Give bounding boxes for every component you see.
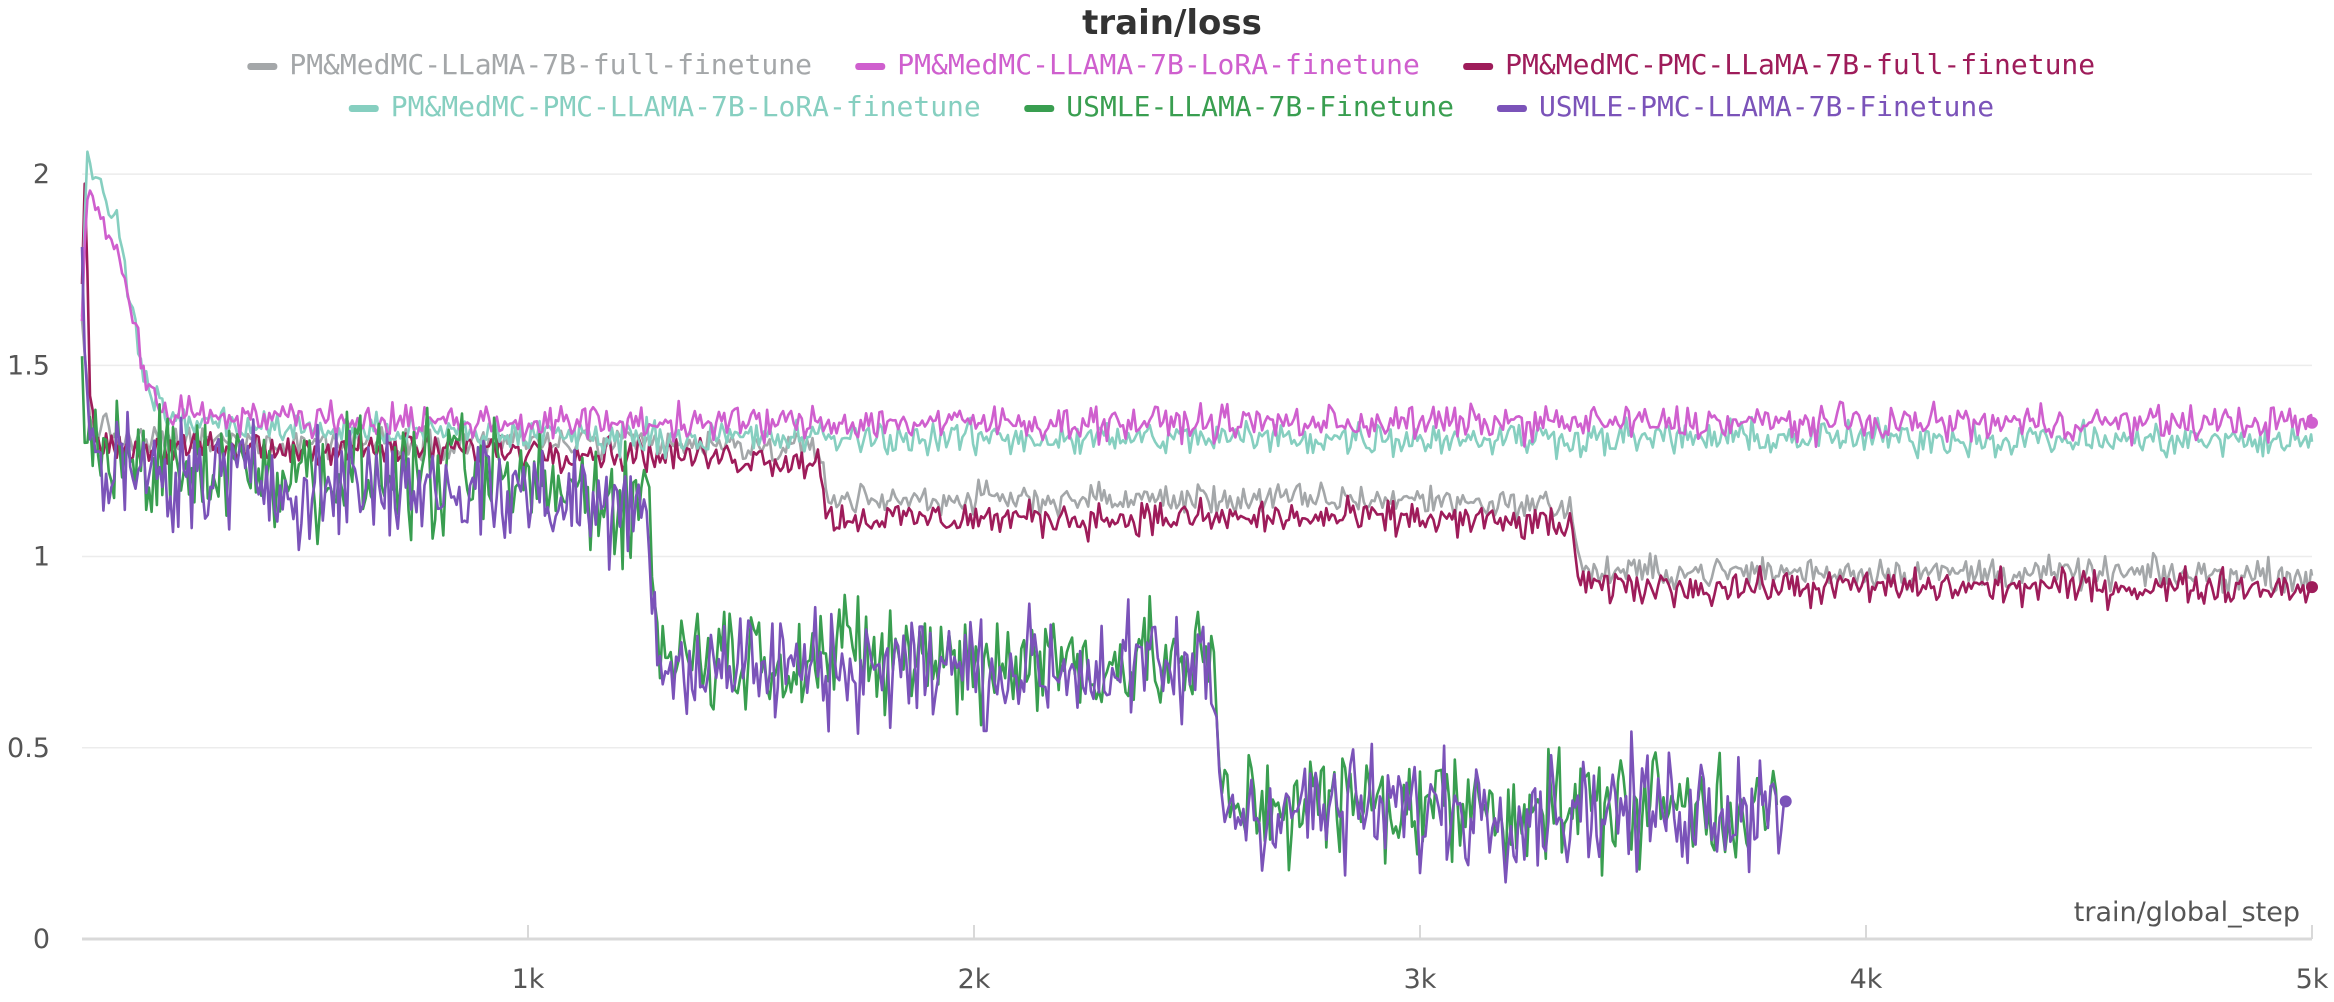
legend-label: PM&MedMC-PMC-LLaMA-7B-full-finetune xyxy=(1505,48,2095,81)
x-tick-label: 2k xyxy=(958,964,991,995)
y-tick-label: 1.5 xyxy=(7,350,50,381)
legend-item-pm-and-medmc-pmc-llama-7b-full-finetune[interactable]: PM&MedMC-PMC-LLaMA-7B-full-finetune xyxy=(1463,48,2095,81)
y-tick-label: 0 xyxy=(33,924,50,955)
legend-label: USMLE-LLAMA-7B-Finetune xyxy=(1066,90,1454,123)
y-tick-label: 0.5 xyxy=(7,733,50,764)
y-tick-label: 2 xyxy=(33,159,50,190)
y-tick-label: 1 xyxy=(33,542,50,573)
legend-item-usmle-llama-7b-finetune[interactable]: USMLE-LLAMA-7B-Finetune xyxy=(1024,90,1454,123)
series-line-usmle-pmc-llama-7b-finetune xyxy=(80,246,1787,884)
legend-label: PM&MedMC-PMC-LLAMA-7B-LoRA-finetune xyxy=(391,90,981,123)
legend-label: USMLE-PMC-LLAMA-7B-Finetune xyxy=(1539,90,1994,123)
series-line-pm-and-medmc-pmc-llama-7b-full-finetune xyxy=(80,182,2313,612)
series-end-marker-pm-and-medmc-pmc-llama-7b-full-finetune xyxy=(2306,581,2318,594)
legend-label: PM&MedMC-LLAMA-7B-LoRA-finetune xyxy=(897,48,1420,81)
legend-item-pm-and-medmc-pmc-llama-7b-lora-finetune[interactable]: PM&MedMC-PMC-LLAMA-7B-LoRA-finetune xyxy=(348,90,981,123)
series-line-pm-and-medmc-pmc-llama-7b-lora-finetune xyxy=(80,150,2314,461)
series-line-pm-and-medmc-llama-7b-lora-finetune xyxy=(80,189,2314,449)
x-tick-label: 4k xyxy=(1850,964,1883,995)
legend-swatch xyxy=(855,63,886,70)
series-line-pm-and-medmc-llama-7b-full-finetune xyxy=(80,319,2314,595)
x-axis-title: train/global_step xyxy=(2074,897,2300,928)
y-tick-labels: 0 0.5 1 1.5 2 xyxy=(7,159,50,955)
x-tick-label: 3k xyxy=(1404,964,1437,995)
legend-item-pm-and-medmc-llama-7b-lora-finetune[interactable]: PM&MedMC-LLAMA-7B-LoRA-finetune xyxy=(855,48,1420,81)
series-end-marker-usmle-pmc-llama-7b-finetune xyxy=(1779,795,1792,808)
legend-swatch xyxy=(1463,63,1494,70)
x-tick-label: 1k xyxy=(512,964,545,995)
series-lines xyxy=(80,150,2318,884)
legend: PM&MedMC-LLaMA-7B-full-finetune PM&MedMC-… xyxy=(247,48,2095,123)
x-ticks: 1k 2k 3k 4k 5k xyxy=(512,925,2329,995)
legend-swatch xyxy=(247,63,278,70)
legend-swatch xyxy=(1024,105,1055,112)
legend-swatch xyxy=(348,105,379,112)
legend-swatch xyxy=(1496,105,1527,112)
legend-item-usmle-pmc-llama-7b-finetune[interactable]: USMLE-PMC-LLAMA-7B-Finetune xyxy=(1496,90,1994,123)
x-tick-label: 5k xyxy=(2296,964,2329,995)
series-end-marker-pm-and-medmc-llama-7b-lora-finetune xyxy=(2306,416,2318,429)
legend-label: PM&MedMC-LLaMA-7B-full-finetune xyxy=(289,48,812,81)
y-gridlines xyxy=(82,173,2312,749)
legend-item-pm-and-medmc-llama-7b-full-finetune[interactable]: PM&MedMC-LLaMA-7B-full-finetune xyxy=(247,48,812,81)
chart-title: train/loss xyxy=(1082,3,1262,43)
